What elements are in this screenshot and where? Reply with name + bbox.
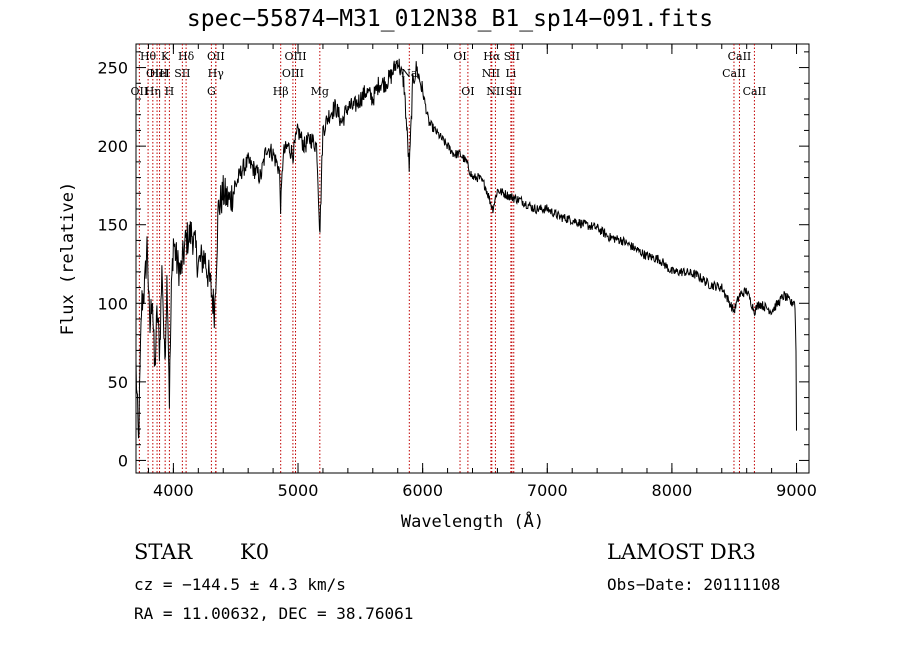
line-label-1: K xyxy=(161,50,170,63)
line-label-24: OI xyxy=(461,85,474,98)
line-label-2: Hδ xyxy=(178,50,195,63)
line-label-18: OII xyxy=(131,85,149,98)
line-label-23: Mg xyxy=(311,85,329,98)
x-tick-label-2: 6000 xyxy=(402,481,443,500)
line-label-16: Li xyxy=(505,67,516,80)
x-tick-label-5: 9000 xyxy=(776,481,817,500)
x-axis-label: Wavelength (Å) xyxy=(401,510,544,530)
line-label-27: CaII xyxy=(743,85,767,98)
line-label-25: NII xyxy=(486,85,504,98)
y-tick-label-2: 100 xyxy=(97,294,128,313)
y-axis-label: Flux (relative) xyxy=(58,182,78,336)
plot-frame xyxy=(135,43,810,474)
line-label-20: H xyxy=(165,85,175,98)
y-tick-label-3: 150 xyxy=(97,216,128,235)
survey-name: LAMOST DR3 xyxy=(607,540,756,564)
line-label-11: SII xyxy=(174,67,190,80)
line-label-7: SII xyxy=(504,50,520,63)
line-label-10: HeI xyxy=(149,67,169,80)
line-label-22: Hβ xyxy=(273,85,289,98)
line-label-0: Hθ xyxy=(140,50,157,63)
redshift-readout: cz = −144.5 ± 4.3 km/s xyxy=(134,575,346,594)
line-label-9: OIII xyxy=(146,67,168,80)
line-label-4: OIII xyxy=(284,50,306,63)
line-label-21: G xyxy=(207,85,216,98)
chart-title: spec−55874−M31_012N38_B1_sp14−091.fits xyxy=(186,6,714,32)
x-tick-label-3: 7000 xyxy=(527,481,568,500)
object-class: STAR xyxy=(134,540,193,564)
y-tick-label-0: 0 xyxy=(118,451,128,470)
coordinates-readout: RA = 11.00632, DEC = 38.76061 xyxy=(134,604,414,623)
y-tick-label-4: 200 xyxy=(97,137,128,156)
line-label-17: CaII xyxy=(722,67,746,80)
y-tick-label-1: 50 xyxy=(108,373,128,392)
line-label-19: Hη xyxy=(145,85,161,98)
observation-date: Obs−Date: 20111108 xyxy=(607,575,781,594)
line-label-8: CaII xyxy=(728,50,752,63)
line-label-5: OI xyxy=(453,50,466,63)
line-label-13: OIII xyxy=(282,67,304,80)
x-tick-label-4: 8000 xyxy=(652,481,693,500)
line-label-6: Hα xyxy=(483,50,501,63)
x-tick-label-1: 5000 xyxy=(278,481,319,500)
line-label-15: NII xyxy=(482,67,500,80)
line-label-3: OII xyxy=(207,50,225,63)
object-subclass: K0 xyxy=(240,540,270,564)
y-tick-label-5: 250 xyxy=(97,59,128,78)
x-tick-label-0: 4000 xyxy=(153,481,194,500)
spectrum-line xyxy=(135,58,797,439)
line-label-12: Hγ xyxy=(208,67,225,80)
line-label-26: SII xyxy=(506,85,522,98)
